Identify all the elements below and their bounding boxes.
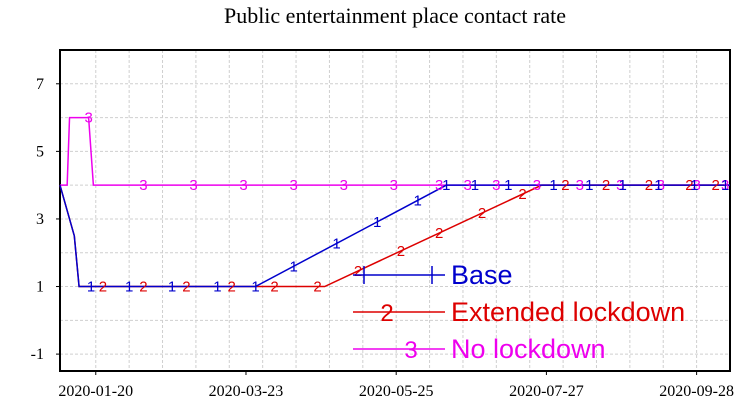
series-marker-1: 1: [721, 177, 729, 194]
legend-label-2: Extended lockdown: [451, 297, 685, 327]
y-tick-label: 1: [36, 279, 44, 296]
series-marker-1: 1: [125, 279, 133, 296]
series-marker-1: 1: [251, 279, 259, 296]
series-marker-2: 2: [685, 177, 693, 194]
series-marker-3: 3: [139, 177, 147, 194]
series-marker-2: 2: [182, 279, 190, 296]
series-marker-1: 1: [619, 177, 627, 194]
series-marker-3: 3: [721, 177, 729, 194]
series-marker-2: 2: [99, 279, 107, 296]
series-marker-2: 2: [518, 186, 526, 203]
series-marker-3: 3: [657, 177, 665, 194]
series-marker-2: 2: [561, 177, 569, 194]
y-tick-label: -1: [31, 346, 44, 363]
series-marker-2: 2: [712, 177, 720, 194]
series-marker-2: 2: [354, 263, 362, 280]
series-marker-1: 1: [585, 177, 593, 194]
legend-label-3: No lockdown: [451, 334, 606, 364]
legend-marker-3: 3: [404, 337, 417, 364]
series-marker-3: 3: [464, 177, 472, 194]
series-marker-2: 2: [228, 279, 236, 296]
legend-marker-2: 2: [380, 300, 393, 327]
series-marker-3: 3: [533, 177, 541, 194]
series-marker-2: 2: [397, 243, 405, 260]
series-marker-3: 3: [340, 177, 348, 194]
y-tick-label: 5: [36, 143, 44, 160]
series-marker-1: 1: [690, 177, 698, 194]
series-marker-1: 1: [87, 279, 95, 296]
series-marker-3: 3: [435, 177, 443, 194]
y-tick-label: 7: [36, 76, 44, 93]
series-marker-1: 1: [549, 177, 557, 194]
series-marker-1: 1: [332, 235, 340, 252]
series-marker-1: 1: [654, 177, 662, 194]
x-tick-label: 2020-03-23: [209, 383, 284, 400]
x-tick-label: 2020-01-20: [58, 383, 133, 400]
series-marker-3: 3: [390, 177, 398, 194]
chart-title: Public entertainment place contact rate: [223, 3, 567, 28]
series-marker-1: 1: [168, 279, 176, 296]
plot-frame: [59, 49, 731, 372]
series-marker-3: 3: [189, 177, 197, 194]
series-marker-2: 2: [313, 279, 321, 296]
series-marker-3: 3: [616, 177, 624, 194]
series-line-3: [60, 116, 730, 186]
series-marker-2: 2: [139, 279, 147, 296]
series-marker-2: 2: [645, 177, 653, 194]
series-marker-1: 1: [442, 177, 450, 194]
series-marker-2: 2: [270, 279, 278, 296]
series-marker-1: 1: [289, 258, 297, 275]
x-tick-label: 2020-09-28: [659, 383, 734, 400]
series-marker-3: 3: [492, 177, 500, 194]
series-marker-1: 1: [373, 214, 381, 231]
series-marker-2: 2: [435, 225, 443, 242]
series-marker-1: 1: [504, 177, 512, 194]
series-marker-2: 2: [602, 177, 610, 194]
series-marker-3: 3: [289, 177, 297, 194]
series-marker-3: 3: [84, 110, 92, 127]
series-marker-1: 1: [213, 279, 221, 296]
y-tick-label: 3: [36, 211, 44, 228]
series-marker-3: 3: [239, 177, 247, 194]
series-marker-3: 3: [692, 177, 700, 194]
series-marker-1: 1: [413, 192, 421, 209]
legend-label-1: Base: [451, 260, 513, 290]
series-line-1: [59, 184, 730, 288]
series-marker-3: 3: [576, 177, 584, 194]
series-marker-1: 1: [471, 177, 479, 194]
series-marker-2: 2: [478, 205, 486, 222]
x-tick-label: 2020-05-25: [359, 383, 434, 400]
x-tick-label: 2020-07-27: [509, 383, 584, 400]
